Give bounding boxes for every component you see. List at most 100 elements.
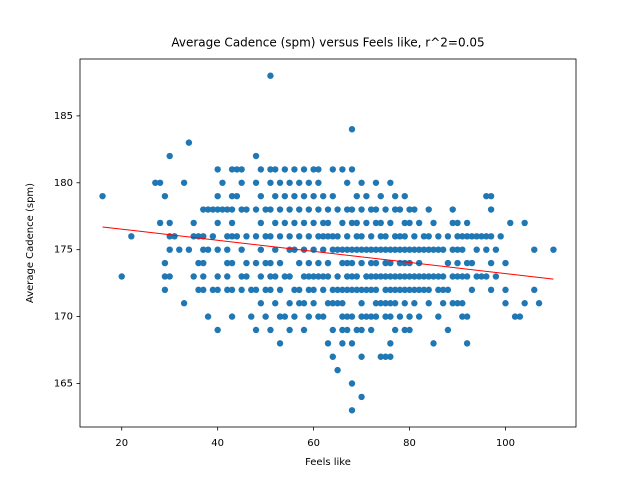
point bbox=[156, 219, 164, 227]
point bbox=[439, 273, 447, 280]
point bbox=[228, 233, 236, 240]
point bbox=[286, 206, 293, 213]
point bbox=[401, 233, 408, 240]
point bbox=[300, 219, 308, 227]
point bbox=[396, 273, 404, 280]
point bbox=[391, 233, 399, 240]
point bbox=[387, 219, 394, 227]
point bbox=[411, 206, 418, 213]
point bbox=[387, 246, 394, 253]
point bbox=[406, 259, 413, 267]
point bbox=[161, 192, 169, 200]
point bbox=[391, 300, 399, 307]
point bbox=[454, 273, 461, 280]
point bbox=[310, 166, 317, 173]
point bbox=[363, 273, 370, 280]
point bbox=[329, 286, 336, 294]
point bbox=[348, 407, 356, 414]
point bbox=[420, 286, 428, 294]
point bbox=[305, 206, 313, 213]
point bbox=[281, 219, 289, 227]
point bbox=[276, 286, 284, 294]
point bbox=[171, 233, 178, 240]
point bbox=[166, 152, 173, 160]
point bbox=[401, 246, 408, 253]
point bbox=[348, 166, 356, 173]
point bbox=[200, 286, 207, 294]
point bbox=[463, 340, 471, 347]
point bbox=[435, 233, 442, 240]
point bbox=[382, 259, 389, 267]
point bbox=[502, 286, 509, 294]
point bbox=[415, 246, 423, 253]
point bbox=[243, 233, 250, 240]
point bbox=[367, 326, 375, 334]
x-tick-label: 40 bbox=[211, 438, 224, 449]
point bbox=[224, 286, 231, 294]
point bbox=[401, 192, 408, 200]
point bbox=[329, 353, 336, 360]
point bbox=[406, 313, 413, 320]
point bbox=[463, 313, 471, 320]
point bbox=[358, 286, 365, 294]
point bbox=[310, 273, 317, 280]
point bbox=[204, 246, 212, 253]
point bbox=[238, 179, 245, 186]
point bbox=[339, 313, 346, 320]
point bbox=[238, 166, 245, 173]
point bbox=[396, 246, 404, 253]
point bbox=[296, 179, 303, 186]
chart-title: Average Cadence (spm) versus Feels like,… bbox=[171, 36, 484, 50]
point bbox=[257, 192, 265, 200]
point bbox=[252, 286, 260, 294]
point bbox=[252, 233, 260, 240]
point bbox=[348, 246, 356, 253]
point bbox=[300, 166, 308, 173]
point bbox=[487, 192, 495, 200]
point bbox=[200, 233, 207, 240]
point bbox=[406, 246, 413, 253]
x-tick-label: 20 bbox=[115, 438, 128, 449]
point bbox=[300, 273, 308, 280]
point bbox=[406, 326, 413, 334]
point bbox=[459, 246, 466, 253]
point bbox=[473, 273, 480, 280]
point bbox=[291, 286, 298, 294]
point bbox=[372, 206, 380, 213]
point bbox=[267, 259, 274, 267]
point bbox=[343, 259, 351, 267]
point bbox=[391, 286, 399, 294]
point bbox=[372, 219, 380, 227]
point bbox=[343, 179, 351, 186]
point bbox=[406, 219, 413, 227]
point bbox=[435, 286, 442, 294]
point bbox=[228, 192, 236, 200]
point bbox=[387, 353, 394, 360]
point bbox=[339, 286, 346, 294]
point bbox=[214, 246, 221, 253]
point bbox=[439, 286, 447, 294]
point bbox=[459, 300, 466, 307]
point bbox=[387, 300, 394, 307]
point bbox=[478, 273, 485, 280]
point bbox=[377, 219, 384, 227]
point bbox=[449, 206, 456, 213]
point bbox=[353, 286, 360, 294]
point bbox=[463, 233, 471, 240]
point bbox=[425, 273, 432, 280]
point bbox=[276, 259, 284, 267]
point bbox=[454, 246, 461, 253]
y-tick-label: 165 bbox=[54, 379, 73, 390]
point bbox=[454, 233, 461, 240]
point bbox=[406, 286, 413, 294]
point bbox=[214, 192, 221, 200]
point bbox=[257, 300, 265, 307]
point bbox=[214, 273, 221, 280]
point bbox=[320, 246, 327, 253]
point bbox=[415, 286, 423, 294]
point bbox=[161, 259, 169, 267]
point bbox=[291, 166, 298, 173]
point bbox=[353, 246, 360, 253]
point bbox=[276, 206, 284, 213]
